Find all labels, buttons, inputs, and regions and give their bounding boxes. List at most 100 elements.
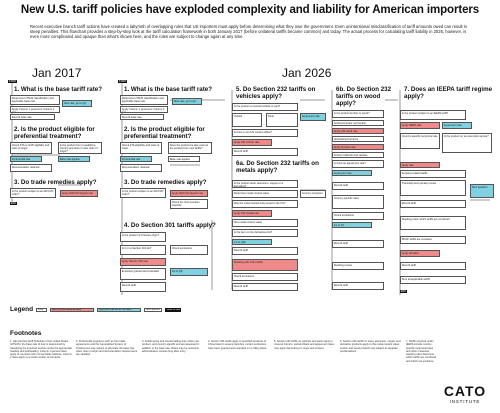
- step-box: Apply rate: [400, 162, 440, 168]
- start-tag-2017: START: [8, 80, 18, 83]
- step-box: Check FTA or GSP eligibility and rules o…: [10, 142, 52, 154]
- end-tag-2017: END: [10, 202, 17, 205]
- step-box: Determine HTSUS classification and appli…: [120, 95, 168, 105]
- step-box: Agreement rate: [332, 170, 372, 176]
- step-box: Apply 232 wood rate: [332, 128, 384, 134]
- step-box: Is there a non-US content offset?: [232, 129, 298, 137]
- step-box: Base rate applies: [168, 156, 200, 162]
- step-box: Check for circumvention inquiries: [170, 199, 208, 209]
- step-box: Sum all applicable tariffs: [400, 276, 466, 284]
- step-box: Determine HTSUS classification and appli…: [10, 95, 60, 105]
- step-box: Apply Column 1 general or Column 2 rate: [10, 106, 60, 113]
- step-box: Record tariff: [232, 283, 298, 291]
- legend-title: Legend: [10, 306, 34, 313]
- step-box: Preferential rate: [120, 156, 152, 162]
- step-box: Is the product subject to an IEEPA tarif…: [400, 110, 466, 120]
- step-box: Stacking review: [332, 262, 384, 270]
- question-3-2017: 3. Do trade remedies apply?: [14, 179, 97, 186]
- step-box: Is the product subject to an AD/CVD orde…: [10, 188, 56, 198]
- question-3-2026: 3. Do trade remedies apply?: [124, 179, 207, 186]
- footnote-column-3: 3. Antidumping and countervailing duty o…: [142, 340, 200, 353]
- step-box: Is the product a covered vehicle or part…: [232, 103, 298, 111]
- step-box: Does the preference also exempt the prod…: [168, 142, 212, 154]
- question-4-2026: 4. Do Section 301 tariffs apply?: [124, 222, 216, 229]
- step-box: Apply AD/CVD deposit rate: [170, 190, 208, 197]
- step-box: Documentation retained: [10, 164, 52, 172]
- step-box: Note rate, go to Q2: [62, 100, 92, 107]
- step-box: Apply Section 301 rate: [120, 258, 166, 266]
- footnote-column-5: 5. Section 232 tariffs on vehicles and p…: [274, 340, 334, 350]
- question-2-2026: 2. Is the product eligible for preferent…: [124, 126, 205, 140]
- footnote-column-1: 1. Harmonized Tariff Schedule of the Uni…: [10, 340, 72, 360]
- question-7-2026: 7. Does an IEEPA tariff regime apply?: [404, 86, 493, 100]
- step-box: Apply Column 1 general or Column 2 rate: [120, 106, 168, 113]
- step-box: Vehicle: [232, 113, 262, 127]
- step-box: Record tariff: [332, 240, 384, 248]
- footnote-column-4: 4. Section 301 tariffs apply to specifie…: [208, 340, 267, 350]
- page-title: New U.S. tariff policies have exploded c…: [20, 4, 480, 16]
- legend-item-no-stack: Apply tariff rate but do not stack: [97, 308, 141, 312]
- step-box: Parts: [266, 113, 298, 127]
- logo-subtitle: INSTITUTE: [449, 399, 481, 404]
- step-box: Apply AD/CVD deposit rate: [60, 190, 98, 197]
- era-heading-2017: Jan 2017: [32, 66, 82, 80]
- step-box: Record tariff: [232, 148, 298, 156]
- footnote-column-6: 6. Section 232 tariffs on steel, aluminu…: [340, 340, 401, 353]
- step-box: Is it on a Section 301 list?: [120, 245, 166, 255]
- era-heading-2026: Jan 2026: [282, 66, 332, 80]
- question-2-2017: 2. Is the product eligible for preferent…: [14, 126, 95, 140]
- step-box: Fentanyl-related tariffs: [400, 170, 466, 178]
- step-box: Record tariff: [400, 262, 466, 270]
- step-box: Non-metal content value: [232, 219, 298, 227]
- step-box: Go to Q7: [332, 222, 372, 228]
- step-box: Record tariff: [332, 282, 384, 290]
- step-box: Which tariffs are exclusive: [400, 236, 466, 244]
- step-box: Check exclusions: [170, 245, 208, 255]
- legend-item-next-question: Next question: [144, 308, 162, 312]
- step-box: Note rate, go to Q2: [172, 98, 202, 105]
- intro-text: Recent executive branch tariff actions h…: [30, 24, 467, 40]
- step-box: Is the product from a qualifying country…: [58, 142, 102, 154]
- step-box: Apply 232 metals rate: [232, 210, 272, 217]
- end-tag-2026: END: [400, 290, 407, 293]
- footnotes-title: Footnotes: [10, 330, 42, 337]
- step-box: Record tariff: [400, 200, 466, 208]
- step-box: Softwood timber and lumber: [332, 120, 384, 126]
- step-box: Record base rate: [10, 114, 55, 120]
- step-box: Upholstered furniture: [332, 136, 384, 142]
- step-box: Was the metal melted and poured in the U…: [232, 200, 298, 208]
- step-box: Is the product on an exemption annex?: [442, 133, 492, 153]
- step-box: Country-specific reciprocal rate: [400, 133, 440, 149]
- step-box: Is the item on the derivatives list?: [232, 229, 298, 237]
- step-box: Record base rate: [120, 114, 164, 120]
- question-1-2026: 1. What is the base tariff rate?: [124, 86, 213, 93]
- step-box: Apply furniture rate: [332, 144, 384, 150]
- question-5-2026: 5. Do Section 232 tariffs on vehicles ap…: [236, 86, 316, 100]
- step-box: Is the product of Chinese origin?: [120, 232, 166, 242]
- step-box: Apply 232 vehicle rate: [232, 139, 272, 146]
- step-box: Preferential rate: [10, 156, 42, 162]
- step-box: Apply all listed: [400, 250, 440, 257]
- legend-item-notes: Refer to Notes: [165, 308, 181, 312]
- step-box: Stacking rules: which tariffs are combin…: [400, 216, 466, 230]
- step-box: Check exclusions: [232, 273, 298, 281]
- step-box: Go to Q6b: [232, 239, 272, 245]
- step-box: Country-specific rates: [332, 195, 384, 209]
- question-6a-2026: 6a. Do Section 232 tariffs on metals app…: [236, 160, 319, 174]
- step-box: Record tariff: [232, 247, 298, 255]
- step-box: Base rate applies: [58, 156, 90, 162]
- step-box: Documentation retained: [120, 164, 162, 172]
- logo-wordmark: CATO: [443, 383, 487, 399]
- step-box: Agreement rate: [442, 122, 472, 129]
- step-box: Is the product lumber or wood?: [332, 110, 384, 118]
- step-box: Record tariff: [332, 182, 384, 190]
- step-box: Record tariff: [120, 282, 166, 292]
- legend-item-final: Final: [36, 308, 47, 312]
- step-box: Is there an agreement rate?: [332, 160, 384, 168]
- footnote-column-7: 7. Tariffs imposed under IEEPA include c…: [406, 340, 437, 363]
- step-box: Exclusion granted and extended: [120, 268, 166, 280]
- step-box: Transshipment penalty review: [400, 180, 466, 196]
- question-6b-2026: 6b. Do Section 232 tariffs on wood apply…: [336, 86, 392, 107]
- step-box: Country exception: [300, 190, 326, 198]
- step-box: Go to Q5: [170, 268, 208, 276]
